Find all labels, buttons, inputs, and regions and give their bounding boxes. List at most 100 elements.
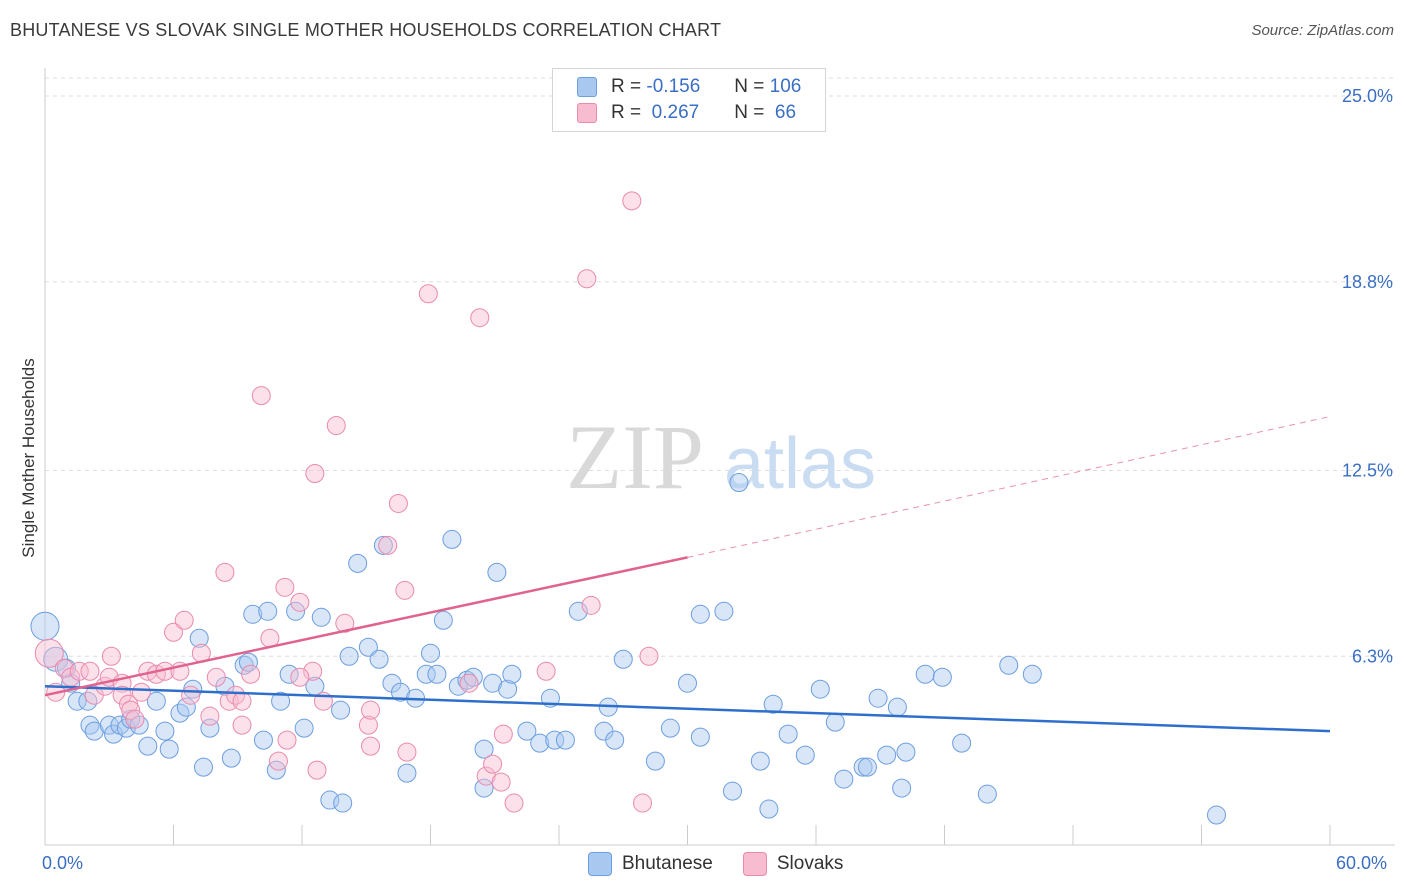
data-point (146, 691, 166, 711)
data-point (290, 592, 310, 612)
data-point (491, 772, 511, 792)
data-point (155, 721, 175, 741)
data-point (639, 646, 659, 666)
data-point (645, 751, 665, 771)
data-point (221, 748, 241, 768)
data-point (622, 191, 642, 211)
legend-n-label: N = (734, 76, 765, 97)
legend-label-bhutanese: Bhutanese (622, 853, 713, 874)
data-point (613, 649, 633, 669)
data-point (778, 724, 798, 744)
trend-line-slovaks (44, 556, 688, 697)
legend-item-bhutanese[interactable]: Bhutanese (588, 852, 713, 876)
series-slovaks (34, 191, 659, 813)
data-point (333, 793, 353, 813)
y-tick-label: 12.5% (1342, 461, 1393, 481)
data-point (271, 691, 291, 711)
x-max-label: 60.0% (1336, 853, 1388, 873)
data-point (759, 799, 779, 819)
data-point (825, 712, 845, 732)
data-point (476, 766, 496, 786)
data-point (361, 700, 381, 720)
data-point (258, 601, 278, 621)
legend-swatch-slovaks (742, 852, 767, 876)
data-point (892, 778, 912, 798)
data-point (433, 610, 453, 630)
data-point (391, 682, 411, 702)
data-point (633, 793, 653, 813)
series-legend: Bhutanese Slovaks (588, 852, 873, 876)
data-point (253, 730, 273, 750)
chart-title: BHUTANESE VS SLOVAK SINGLE MOTHER HOUSEH… (10, 20, 722, 40)
data-point (581, 595, 601, 615)
data-point (159, 739, 179, 759)
data-point (331, 700, 351, 720)
data-point (286, 601, 306, 621)
legend-row-bhutanese: R = -0.156 N = 106 (577, 75, 801, 99)
data-point (834, 769, 854, 789)
data-point (1022, 664, 1042, 684)
data-point (395, 580, 415, 600)
data-point (678, 673, 697, 693)
data-point (80, 661, 100, 681)
data-point (279, 664, 299, 684)
x-min-label: 0.0% (42, 853, 84, 873)
legend-label-slovaks: Slovaks (776, 853, 844, 874)
data-point (459, 673, 479, 693)
data-point (714, 601, 734, 621)
data-points (30, 191, 1226, 825)
data-point (373, 535, 393, 555)
data-point (474, 739, 494, 759)
data-point (857, 757, 877, 777)
data-point (397, 763, 417, 783)
legend-row-slovaks: R = 0.267 N = 66 (577, 101, 796, 125)
data-point (303, 661, 323, 681)
data-point (34, 638, 64, 668)
data-point (932, 667, 952, 687)
legend-r-value: 0.267 (646, 102, 700, 123)
legend-swatch-slovaks (577, 103, 597, 123)
watermark: ZIP atlas (566, 406, 876, 508)
axes (44, 68, 1395, 846)
data-point (474, 778, 494, 798)
data-point (326, 416, 346, 436)
data-point (795, 745, 815, 765)
data-point (238, 652, 258, 672)
watermark-zip: ZIP (566, 406, 704, 508)
data-point (577, 269, 597, 289)
data-point (277, 730, 297, 750)
data-point (232, 715, 252, 735)
data-point (487, 562, 507, 582)
data-point (502, 664, 522, 684)
data-point (215, 562, 235, 582)
y-tick-label: 25.0% (1342, 86, 1393, 106)
legend-item-slovaks[interactable]: Slovaks (742, 852, 844, 876)
data-point (320, 790, 340, 810)
data-point (555, 730, 575, 750)
grid-lines (45, 77, 1395, 657)
data-point (483, 673, 503, 693)
data-point (361, 736, 381, 756)
data-point (605, 730, 625, 750)
data-point (690, 604, 710, 624)
data-point (84, 721, 104, 741)
data-point (853, 757, 873, 777)
data-point (30, 611, 60, 641)
data-point (493, 724, 513, 744)
data-point (999, 655, 1019, 675)
data-point (339, 646, 359, 666)
data-point (243, 604, 263, 624)
data-point (164, 622, 183, 642)
data-point (750, 751, 770, 771)
data-point (290, 667, 310, 687)
data-point (421, 643, 440, 663)
data-point (268, 751, 288, 771)
y-tick-label: 18.8% (1342, 272, 1393, 292)
legend-swatch-bhutanese (588, 852, 612, 876)
data-point (311, 607, 331, 627)
trend-lines (44, 416, 1331, 733)
legend-r-label: R = (611, 76, 642, 97)
data-point (504, 793, 524, 813)
data-point (427, 664, 447, 684)
